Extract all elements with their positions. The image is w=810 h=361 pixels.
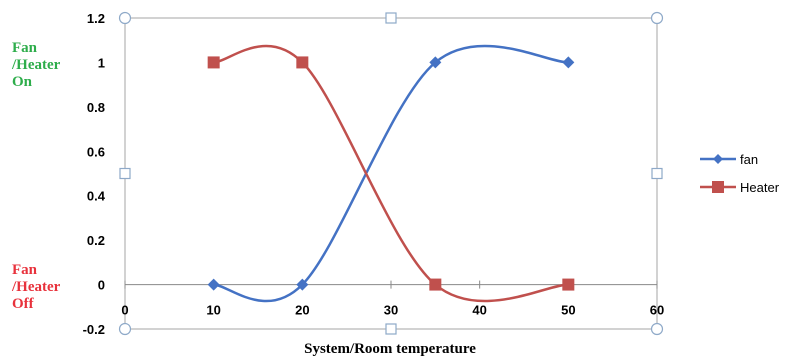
legend-swatch-fan xyxy=(700,154,736,164)
x-tick-label: 50 xyxy=(561,303,575,318)
y-tick-label: -0.2 xyxy=(83,322,105,337)
x-tick-label: 40 xyxy=(472,303,486,318)
y-tick-label: 0.4 xyxy=(87,189,106,204)
legend-swatch-heater xyxy=(700,181,736,193)
y-tick-label: 1.2 xyxy=(87,11,105,26)
y-tick-label: 0.2 xyxy=(87,233,105,248)
x-tick-label: 20 xyxy=(295,303,309,318)
legend-item-fan: fan xyxy=(700,150,758,168)
tick-labels: 1.2 1 0.8 0.6 0.4 0.2 0 -0.2 0 10 20 30 40 50 60 xyxy=(83,11,665,337)
plot-frame xyxy=(124,17,658,330)
edge-resize-handle xyxy=(385,323,397,335)
data-point-fan xyxy=(429,56,442,69)
data-point-heater xyxy=(429,278,442,291)
data-point-fan xyxy=(207,278,220,291)
edge-resize-handle xyxy=(119,167,131,180)
y-tick-label: 0 xyxy=(98,278,105,293)
series-layer xyxy=(207,44,575,303)
corner-resize-handle xyxy=(118,322,132,336)
y-tick-label: 0.6 xyxy=(87,144,105,159)
legend-item-heater: Heater xyxy=(700,178,779,196)
x-axis-title: System/Room temperature xyxy=(304,341,476,357)
x-tick-label: 60 xyxy=(650,303,664,318)
y-tick-label: 0.8 xyxy=(87,100,105,115)
edge-resize-handle xyxy=(651,167,663,180)
data-point-heater xyxy=(207,56,220,69)
corner-resize-handle xyxy=(650,322,664,336)
edge-resize-handle xyxy=(385,12,397,24)
series-line-heater xyxy=(213,44,569,303)
off-state-label: Fan /Heater Off xyxy=(12,262,61,312)
data-point-fan xyxy=(562,56,575,69)
selection-handles xyxy=(118,11,664,336)
x-tick-label: 10 xyxy=(206,303,220,318)
on-state-label: Fan /Heater On xyxy=(12,40,61,90)
data-point-fan xyxy=(296,278,309,291)
corner-resize-handle xyxy=(118,11,132,25)
legend-label-fan: fan xyxy=(740,151,759,167)
legend-label-heater: Heater xyxy=(740,179,780,195)
x-tick-label: 30 xyxy=(384,303,398,318)
data-point-heater xyxy=(296,56,309,69)
series-line-fan xyxy=(213,44,569,303)
x-tick-label: 0 xyxy=(121,303,128,318)
corner-resize-handle xyxy=(650,11,664,25)
data-point-heater xyxy=(562,278,575,291)
y-tick-label: 1 xyxy=(98,55,105,70)
